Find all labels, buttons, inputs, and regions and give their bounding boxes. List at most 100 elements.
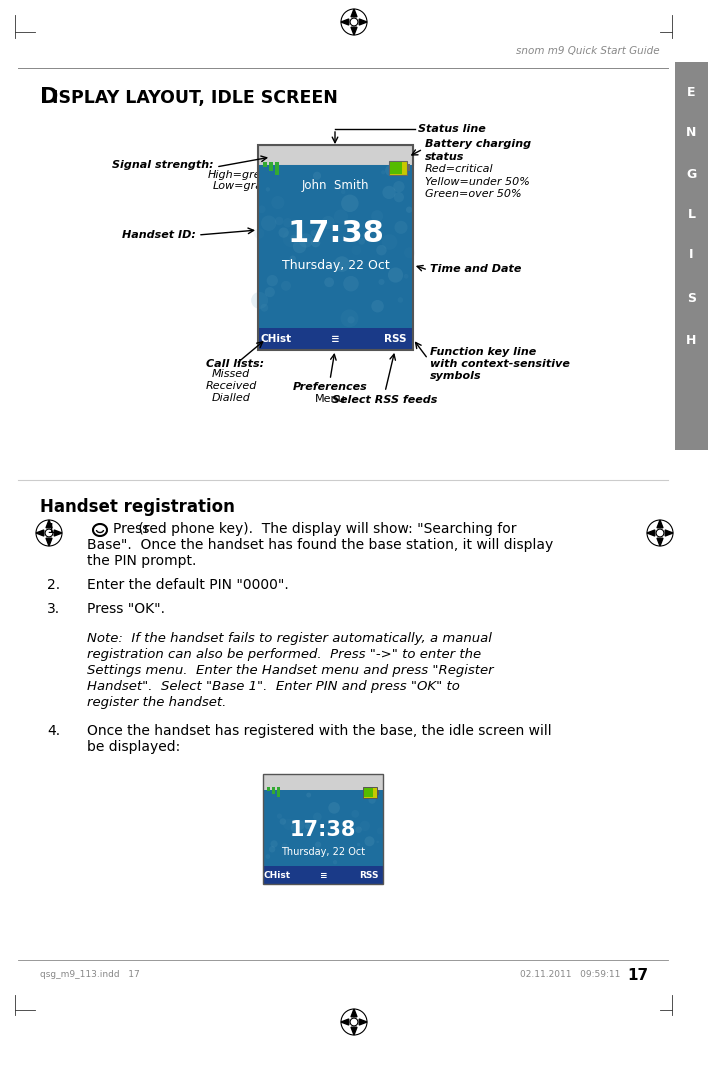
Circle shape: [295, 821, 304, 830]
Bar: [269, 162, 273, 171]
Circle shape: [381, 170, 385, 174]
Text: Note:  If the handset fails to register automatically, a manual: Note: If the handset fails to register a…: [87, 632, 492, 645]
Bar: [364, 788, 373, 797]
Circle shape: [251, 292, 268, 309]
Text: Select RSS feeds: Select RSS feeds: [332, 395, 438, 405]
Circle shape: [404, 248, 415, 258]
Text: status: status: [425, 152, 464, 162]
Circle shape: [371, 210, 383, 222]
Circle shape: [355, 826, 362, 833]
Text: Status line: Status line: [418, 124, 486, 134]
Text: N: N: [686, 126, 697, 140]
Circle shape: [270, 840, 278, 848]
Text: Base".  Once the handset has found the base station, it will display: Base". Once the handset has found the ba…: [87, 538, 553, 553]
Bar: [263, 791, 383, 866]
Circle shape: [371, 299, 384, 312]
Circle shape: [348, 317, 355, 323]
Circle shape: [351, 810, 359, 817]
Bar: [258, 328, 413, 350]
Circle shape: [358, 238, 365, 244]
Circle shape: [307, 793, 311, 797]
Circle shape: [278, 227, 289, 238]
Bar: [275, 162, 279, 174]
Circle shape: [404, 274, 409, 279]
Bar: [258, 145, 413, 350]
Bar: [258, 165, 413, 328]
Circle shape: [333, 210, 348, 224]
Circle shape: [321, 215, 335, 229]
Circle shape: [343, 276, 359, 292]
Polygon shape: [351, 1027, 357, 1035]
Circle shape: [394, 221, 408, 234]
Text: Received: Received: [205, 381, 257, 391]
Circle shape: [382, 234, 397, 250]
Circle shape: [290, 255, 296, 262]
Bar: [263, 162, 267, 167]
Circle shape: [266, 854, 270, 859]
Circle shape: [388, 267, 403, 282]
Polygon shape: [351, 27, 357, 34]
Text: 17:38: 17:38: [287, 219, 384, 248]
Circle shape: [357, 843, 360, 847]
Circle shape: [293, 240, 307, 253]
Text: 02.11.2011   09:59:11: 02.11.2011 09:59:11: [520, 970, 620, 979]
Text: CHist: CHist: [261, 334, 292, 344]
Text: Time and Date: Time and Date: [430, 264, 521, 274]
Text: Signal strength:: Signal strength:: [113, 160, 214, 170]
Text: registration can also be performed.  Press "->" to enter the: registration can also be performed. Pres…: [87, 648, 481, 661]
Text: Dialled: Dialled: [212, 393, 251, 403]
Text: register the handset.: register the handset.: [87, 696, 227, 709]
Circle shape: [313, 812, 321, 821]
Circle shape: [365, 837, 375, 847]
Text: 3.: 3.: [47, 602, 60, 616]
Text: 4.: 4.: [47, 724, 60, 738]
Circle shape: [269, 847, 275, 853]
Circle shape: [341, 309, 358, 327]
Circle shape: [299, 234, 313, 248]
Circle shape: [324, 278, 334, 288]
Text: Enter the default PIN "0000".: Enter the default PIN "0000".: [87, 578, 289, 592]
Text: Function key line: Function key line: [430, 347, 536, 356]
Circle shape: [398, 297, 403, 303]
Bar: [363, 787, 377, 798]
Bar: [263, 866, 383, 884]
Text: Press: Press: [113, 522, 154, 536]
Polygon shape: [359, 19, 367, 25]
Circle shape: [329, 802, 340, 814]
Circle shape: [261, 215, 276, 230]
Bar: [263, 774, 383, 884]
Bar: [675, 62, 708, 450]
Circle shape: [341, 195, 359, 212]
Circle shape: [392, 164, 406, 177]
Circle shape: [341, 190, 346, 194]
Circle shape: [283, 219, 292, 227]
Circle shape: [283, 819, 295, 830]
Circle shape: [305, 824, 311, 829]
Bar: [258, 145, 413, 165]
Text: Low=gray: Low=gray: [212, 181, 269, 191]
Text: symbols: symbols: [430, 370, 481, 381]
Circle shape: [376, 244, 387, 255]
Polygon shape: [341, 19, 349, 25]
Text: 1.: 1.: [47, 522, 60, 536]
Text: Handset registration: Handset registration: [40, 498, 235, 516]
Circle shape: [393, 181, 404, 193]
Circle shape: [379, 279, 384, 285]
Text: with context-sensitive: with context-sensitive: [430, 359, 570, 369]
Text: Press "OK".: Press "OK".: [87, 602, 165, 616]
Text: (red phone key).  The display will show: "Searching for: (red phone key). The display will show: …: [134, 522, 517, 536]
Bar: [390, 162, 402, 174]
Circle shape: [385, 165, 396, 177]
Polygon shape: [46, 538, 52, 546]
Circle shape: [368, 797, 376, 803]
Circle shape: [281, 281, 291, 291]
Polygon shape: [647, 530, 655, 536]
Circle shape: [291, 824, 299, 833]
Text: the PIN prompt.: the PIN prompt.: [87, 554, 196, 568]
Text: D: D: [40, 87, 58, 107]
Circle shape: [311, 238, 320, 248]
Circle shape: [406, 207, 412, 213]
Polygon shape: [46, 520, 52, 528]
Text: Handset".  Select "Base 1".  Enter PIN and press "OK" to: Handset". Select "Base 1". Enter PIN and…: [87, 680, 460, 693]
Circle shape: [315, 841, 321, 848]
